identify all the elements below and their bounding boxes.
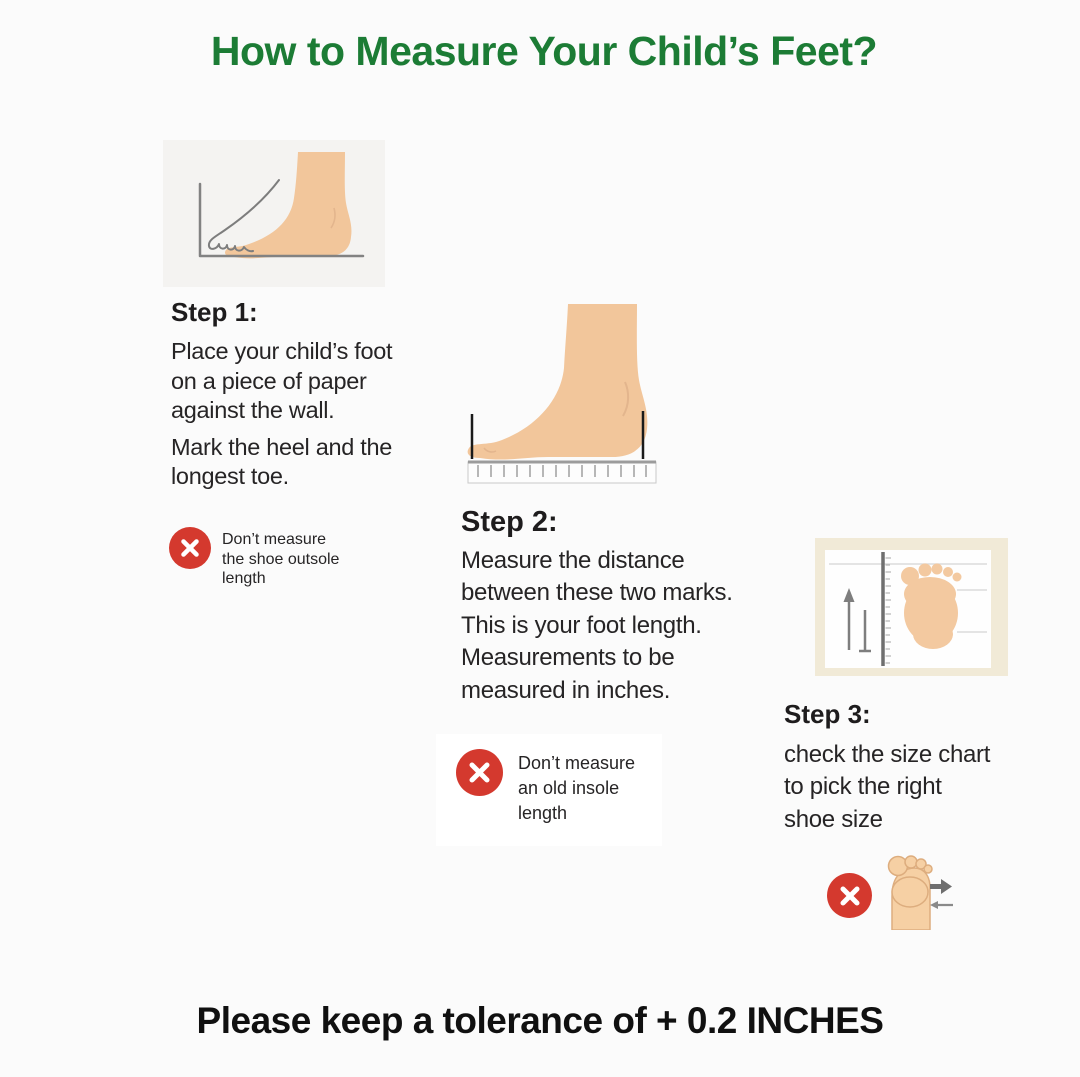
warning-old-insole: Don’t measure an old insole length [436,734,662,846]
step1-paragraph-2: Mark the heel and the longest toe. [171,433,393,490]
x-circle-icon [456,749,503,796]
tolerance-note: Please keep a tolerance of + 0.2 INCHES [196,1000,884,1041]
step1-heading: Step 1: [171,297,258,327]
foot-toes-icon [884,852,936,935]
step3-paragraph-1: check the size chart to pick the right s… [784,741,991,833]
step3-heading: Step 3: [784,699,871,729]
x-circle-icon [169,527,211,569]
warning-text: Don’t measure the shoe outsole length [222,531,340,587]
foot-against-wall-icon [163,140,385,287]
step1-text-block: Step 1: Place your child’s foot on a pie… [171,297,431,492]
warning-text: Don’t measure an old insole length [518,753,636,823]
step2-text-block: Step 2: Measure the distance between the… [461,506,781,707]
step2-paragraph-1: Measure the distance between these two m… [461,547,733,704]
x-circle-icon [827,873,872,918]
page-title: How to Measure Your Child’s Feet? [210,28,878,74]
footprint-measuring-chart-icon [815,538,1008,676]
warning-shoe-outsole: Don’t measure the shoe outsole length [169,527,339,589]
foot-on-ruler-icon [440,296,720,486]
step1-paragraph-1: Place your child’s foot on a piece of pa… [171,338,393,423]
step3-text-block: Step 3: check the size chart to pick the… [784,699,1074,836]
push-pull-arrows-icon [930,877,954,918]
step2-heading: Step 2: [461,506,558,538]
